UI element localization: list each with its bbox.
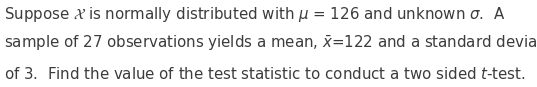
Text: of 3.  Find the value of the test statistic to conduct a two sided $t$-test.: of 3. Find the value of the test statist…	[4, 66, 526, 82]
Text: Suppose $\mathcal{X}$ is normally distributed with $\mu$ = 126 and unknown $\sig: Suppose $\mathcal{X}$ is normally distri…	[4, 5, 505, 24]
Text: sample of 27 observations yields a mean, $\bar{x}$=122 and a standard deviation: sample of 27 observations yields a mean,…	[4, 34, 537, 53]
